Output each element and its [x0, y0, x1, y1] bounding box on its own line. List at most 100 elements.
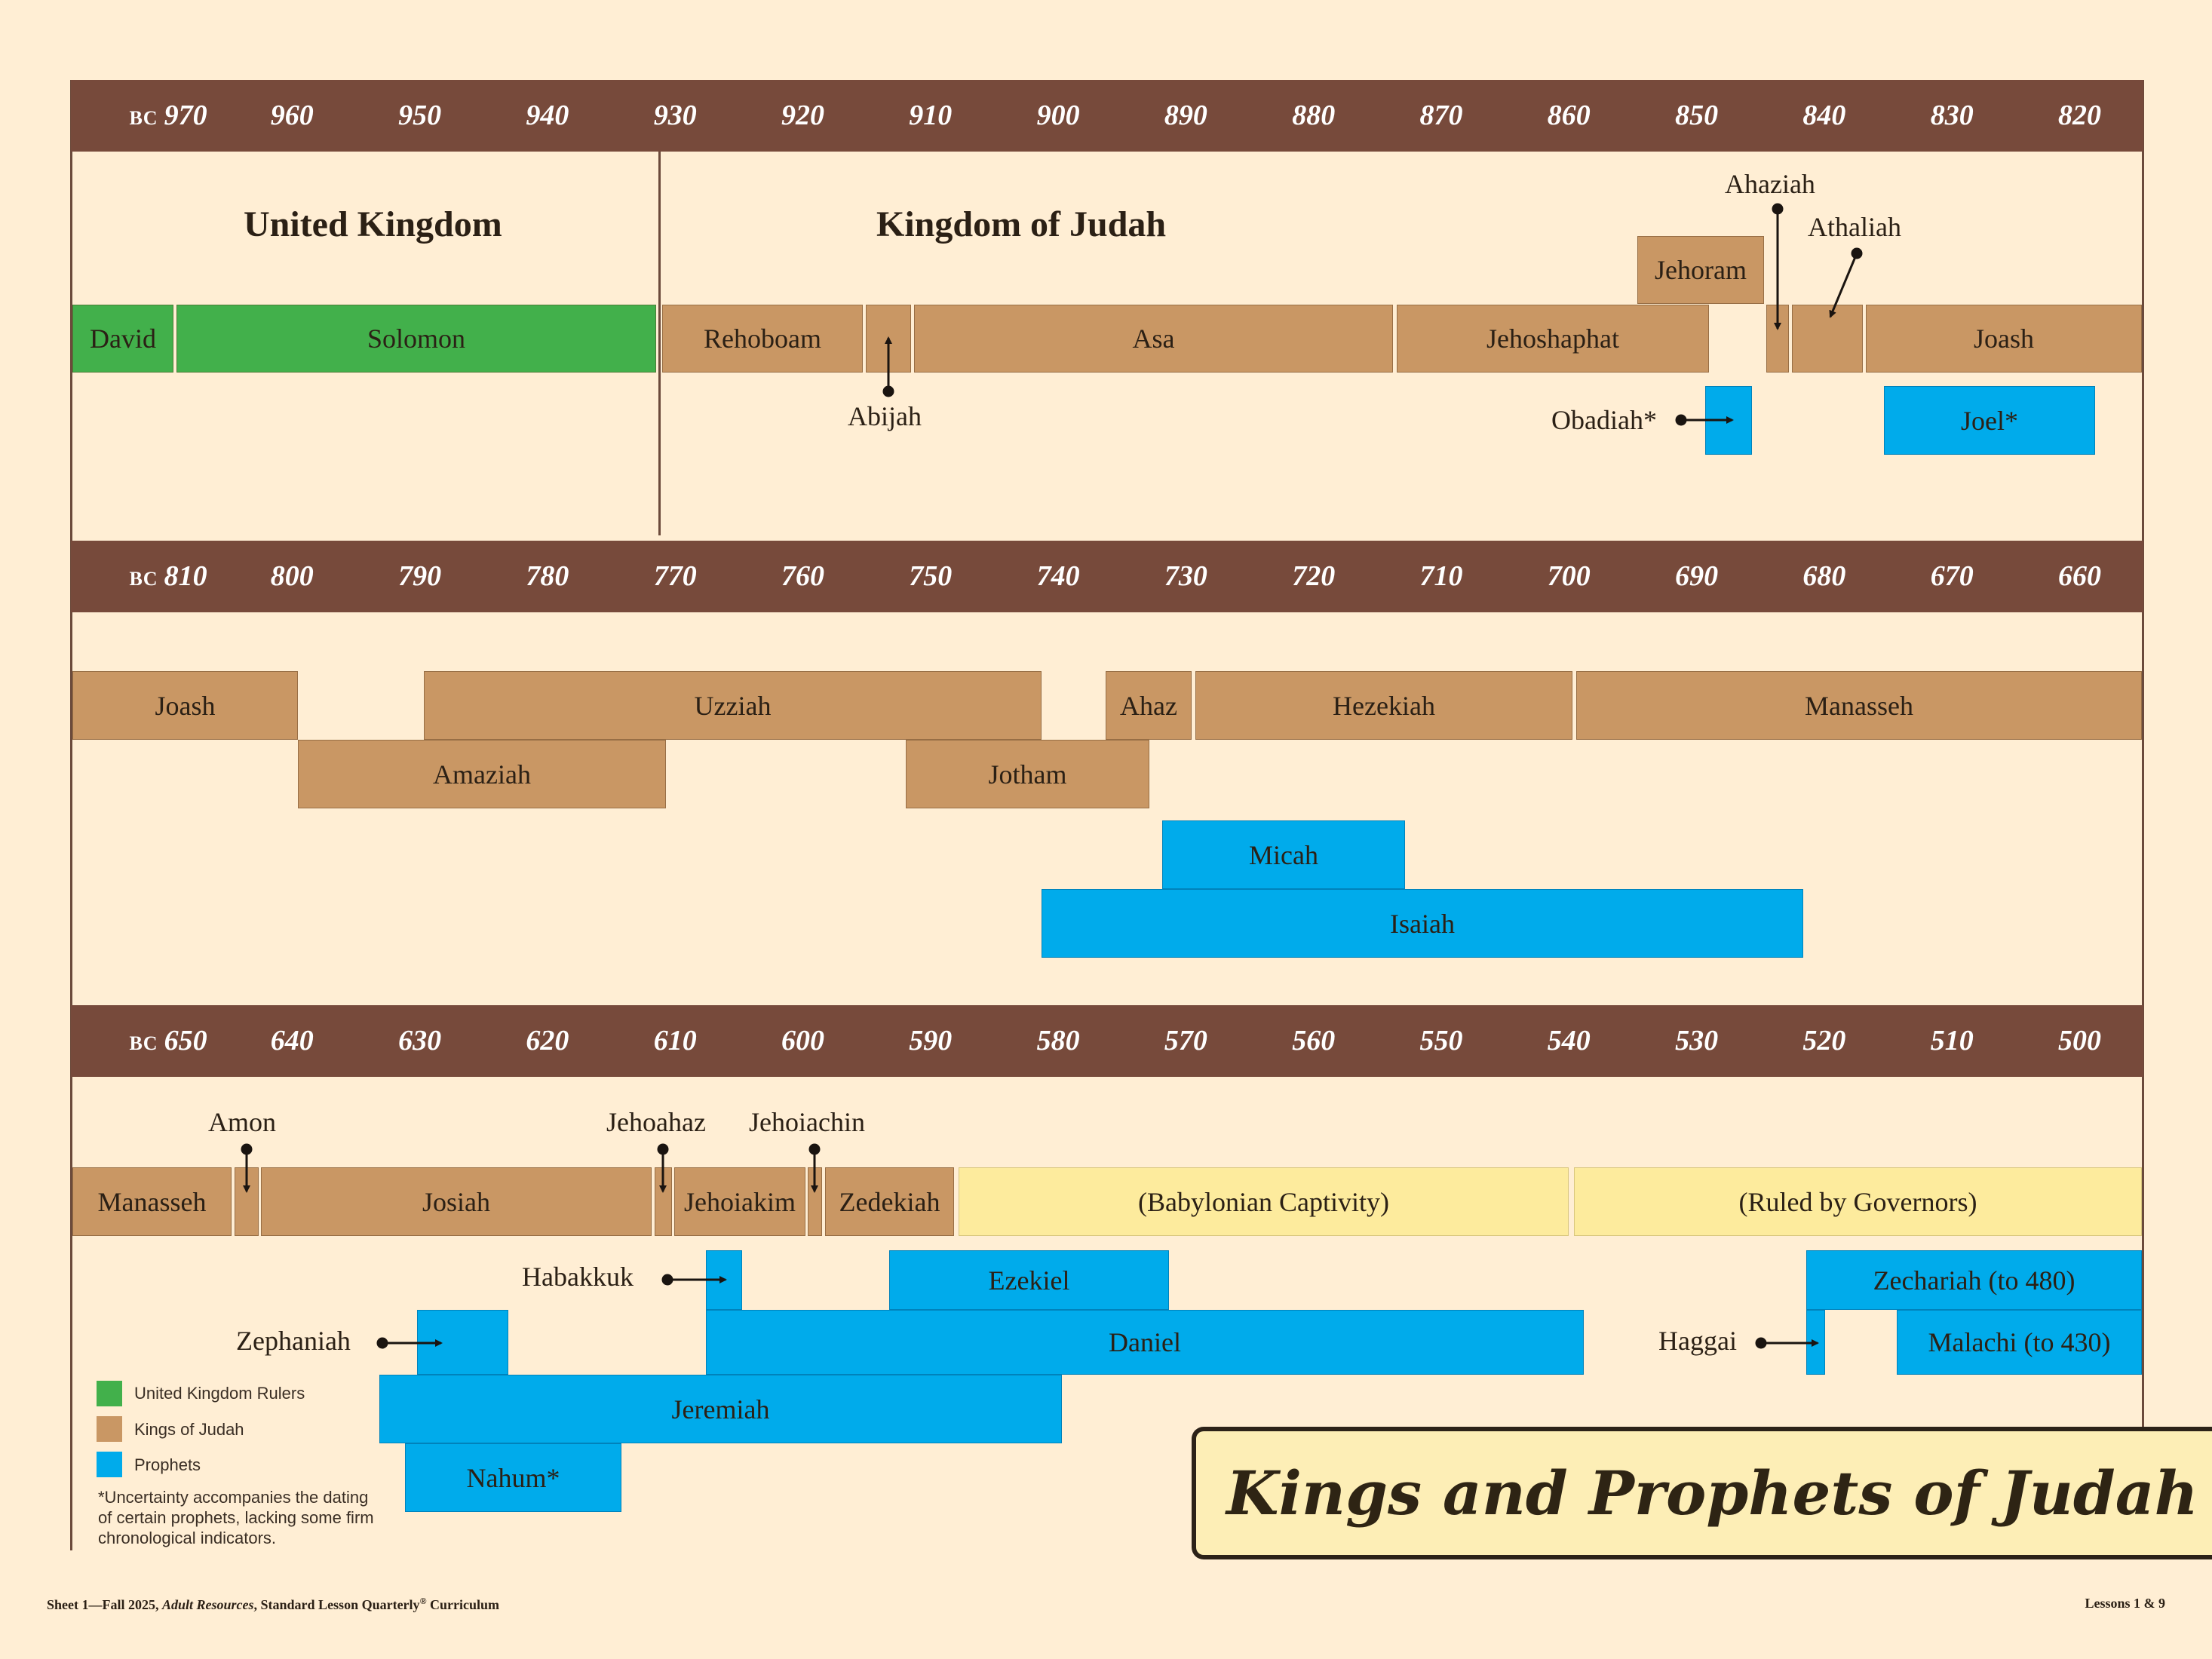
callout-abijah: Abijah [848, 401, 922, 431]
year-value: 650 [164, 1025, 207, 1056]
year-label: 520 [1802, 1005, 1845, 1077]
footer-left-reg: ® [419, 1596, 427, 1606]
arrow-obadiah [1675, 414, 1734, 426]
callout-athaliah: Athaliah [1808, 212, 1901, 242]
bar-josiah: Josiah [261, 1167, 652, 1236]
year-label: 640 [271, 1005, 314, 1077]
year-label: 780 [526, 541, 569, 612]
year-value: 740 [1036, 560, 1080, 592]
era-prefix: BC [129, 568, 158, 590]
legend-label-judah: Kings of Judah [134, 1420, 244, 1439]
bar-zedekiah: Zedekiah [825, 1167, 954, 1236]
year-value: 770 [653, 560, 697, 592]
footer-left-middle: , Standard Lesson Quarterly [253, 1597, 420, 1612]
year-label: 800 [271, 541, 314, 612]
left-frame-line [70, 80, 72, 1550]
year-label: 870 [1420, 80, 1463, 152]
year-label: 820 [2058, 80, 2101, 152]
arrow-habakkuk [661, 1274, 727, 1286]
year-label: 830 [1931, 80, 1974, 152]
year-value: 700 [1547, 560, 1591, 592]
bar-athaliah [1792, 305, 1863, 373]
year-label: 660 [2058, 541, 2101, 612]
year-value: 530 [1675, 1025, 1719, 1056]
year-label: 510 [1931, 1005, 1974, 1077]
year-label: 720 [1292, 541, 1335, 612]
bar-hezekiah: Hezekiah [1195, 671, 1572, 740]
year-label: 770 [654, 541, 697, 612]
year-value: 830 [1930, 100, 1974, 131]
year-label: 840 [1802, 80, 1845, 152]
year-label: 950 [398, 80, 441, 152]
year-value: 960 [270, 100, 314, 131]
arrow-amon [241, 1143, 253, 1193]
year-label: 540 [1548, 1005, 1591, 1077]
right-frame-line [2142, 80, 2144, 1430]
bar-ahaz: Ahaz [1106, 671, 1192, 740]
year-band-2: BC 810 800 790 780 770 760 750 740 730 720 710 700 69… [71, 541, 2143, 612]
year-value: 540 [1547, 1025, 1591, 1056]
year-label: 890 [1164, 80, 1207, 152]
year-value: 560 [1292, 1025, 1336, 1056]
year-value: 680 [1802, 560, 1846, 592]
bar-micah: Micah [1162, 820, 1405, 889]
footer-right: Lessons 1 & 9 [2085, 1596, 2165, 1611]
year-label: 920 [781, 80, 824, 152]
year-value: 640 [270, 1025, 314, 1056]
year-value: 760 [781, 560, 824, 592]
year-label: 930 [654, 80, 697, 152]
bar-daniel: Daniel [706, 1310, 1584, 1375]
year-label: 730 [1164, 541, 1207, 612]
year-label: 560 [1292, 1005, 1335, 1077]
bar-zechariah: Zechariah (to 480) [1806, 1250, 2142, 1310]
arrow-athaliah [1829, 247, 1863, 318]
year-label: BC 970 [129, 80, 207, 152]
year-value: 550 [1419, 1025, 1463, 1056]
year-label: 710 [1420, 541, 1463, 612]
footer-left: Sheet 1—Fall 2025, Adult Resources, Stan… [47, 1596, 499, 1613]
callout-obadiah: Obadiah* [1551, 405, 1657, 435]
legend-swatch-united [97, 1381, 122, 1406]
year-value: 730 [1164, 560, 1207, 592]
year-value: 800 [270, 560, 314, 592]
year-value: 670 [1930, 560, 1974, 592]
uncertainty-note: *Uncertainty accompanies the dating of c… [98, 1488, 374, 1547]
arrow-zephaniah [376, 1337, 443, 1349]
year-label: 740 [1037, 541, 1080, 612]
year-value: 720 [1292, 560, 1336, 592]
legend-swatch-prophets [97, 1452, 122, 1477]
heading-kingdom-of-judah: Kingdom of Judah [876, 204, 1167, 244]
bar-ruled-by-governors: (Ruled by Governors) [1574, 1167, 2142, 1236]
year-label: 590 [909, 1005, 952, 1077]
year-value: 780 [526, 560, 569, 592]
arrow-abijah [882, 336, 894, 397]
year-label: 690 [1675, 541, 1718, 612]
year-value: 890 [1164, 100, 1207, 131]
bar-jehoshaphat: Jehoshaphat [1397, 305, 1709, 373]
year-label: 500 [2058, 1005, 2101, 1077]
bar-jehoiakim: Jehoiakim [674, 1167, 805, 1236]
callout-jehoahaz: Jehoahaz [606, 1107, 706, 1137]
footer-left-suffix: Curriculum [426, 1597, 500, 1612]
year-value: 900 [1036, 100, 1080, 131]
callout-amon: Amon [208, 1107, 276, 1137]
year-value: 630 [398, 1025, 442, 1056]
year-value: 920 [781, 100, 824, 131]
year-value: 880 [1292, 100, 1336, 131]
bar-jotham: Jotham [906, 740, 1149, 808]
footer-left-prefix: Sheet 1—Fall 2025, [47, 1597, 162, 1612]
bar-joash: Joash [1866, 305, 2142, 373]
year-value: 950 [398, 100, 442, 131]
year-label: 860 [1548, 80, 1591, 152]
legend-label-prophets: Prophets [134, 1455, 201, 1474]
year-label: 760 [781, 541, 824, 612]
year-value: 520 [1802, 1025, 1846, 1056]
bar-amaziah: Amaziah [298, 740, 666, 808]
callout-zephaniah: Zephaniah [236, 1326, 351, 1356]
bar-malachi: Malachi (to 430) [1897, 1310, 2142, 1375]
year-label: 850 [1675, 80, 1718, 152]
callout-habakkuk: Habakkuk [522, 1262, 634, 1292]
page-title: Kings and Prophets of Judah [1226, 1458, 2198, 1529]
year-value: 850 [1675, 100, 1719, 131]
